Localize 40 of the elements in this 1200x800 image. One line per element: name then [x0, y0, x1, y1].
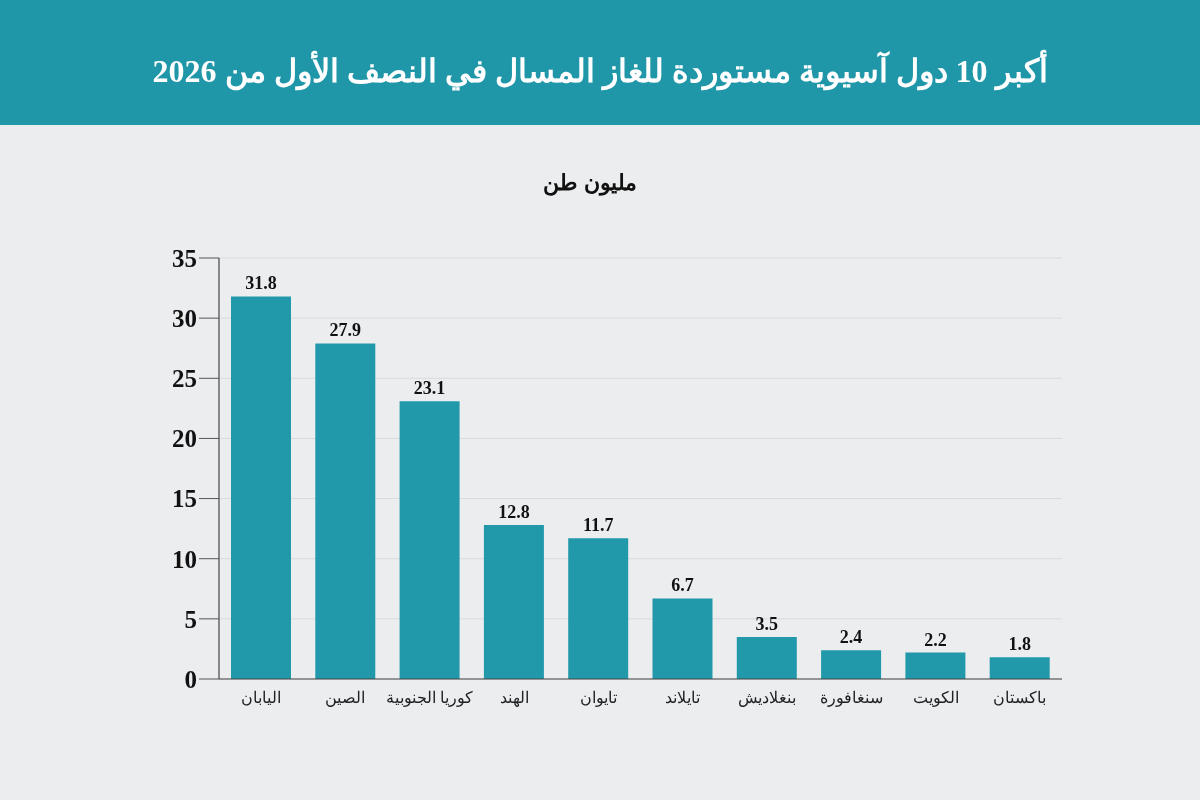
data-label: 11.7 — [582, 515, 614, 536]
y-tick-label: 20 — [172, 425, 197, 453]
data-label: 23.1 — [413, 378, 446, 399]
x-tick-label: الهند — [499, 689, 529, 707]
x-tick-label: باكستان — [993, 689, 1047, 706]
x-tick-label: الصين — [325, 689, 366, 707]
y-tick-label: 35 — [172, 244, 197, 272]
x-tick-label: بنغلاديش — [737, 689, 796, 707]
x-tick-label: سنغافورة — [819, 689, 883, 707]
x-tick-label: كوريا الجنوبية — [386, 689, 474, 707]
y-tick-label: 25 — [172, 365, 197, 393]
bar — [736, 636, 797, 679]
data-label: 2.2 — [924, 629, 947, 650]
chart-title: أكبر 10 دول آسيوية مستوردة للغاز المسال في النصف الأول من 2026 — [151, 50, 1049, 92]
bar — [315, 343, 376, 679]
y-tick-label: 10 — [172, 545, 197, 573]
y-tick-label: 5 — [184, 605, 197, 633]
x-tick-label: تايلاند — [665, 689, 701, 706]
y-axis-title: مليون طن — [542, 169, 638, 198]
x-tick-label: تايوان — [579, 689, 617, 707]
x-tick-label: الكويت — [912, 689, 959, 707]
y-tick-label: 30 — [172, 305, 197, 333]
x-tick-label: اليابان — [241, 689, 282, 706]
bar — [989, 657, 1050, 679]
data-label: 6.7 — [671, 575, 694, 596]
bar — [821, 650, 882, 679]
y-tick-label: 15 — [172, 485, 197, 513]
data-label: 2.4 — [839, 627, 863, 648]
bar — [399, 401, 460, 679]
bar — [483, 525, 544, 679]
data-label: 3.5 — [755, 613, 779, 634]
data-label: 12.8 — [498, 502, 530, 523]
data-label: 1.8 — [1008, 634, 1031, 655]
bar — [568, 538, 629, 679]
y-tick-label: 0 — [184, 665, 197, 693]
data-label: 31.8 — [245, 273, 277, 294]
bar — [905, 652, 966, 679]
bar — [652, 598, 713, 679]
data-label: 27.9 — [329, 320, 362, 341]
bar — [231, 296, 291, 679]
